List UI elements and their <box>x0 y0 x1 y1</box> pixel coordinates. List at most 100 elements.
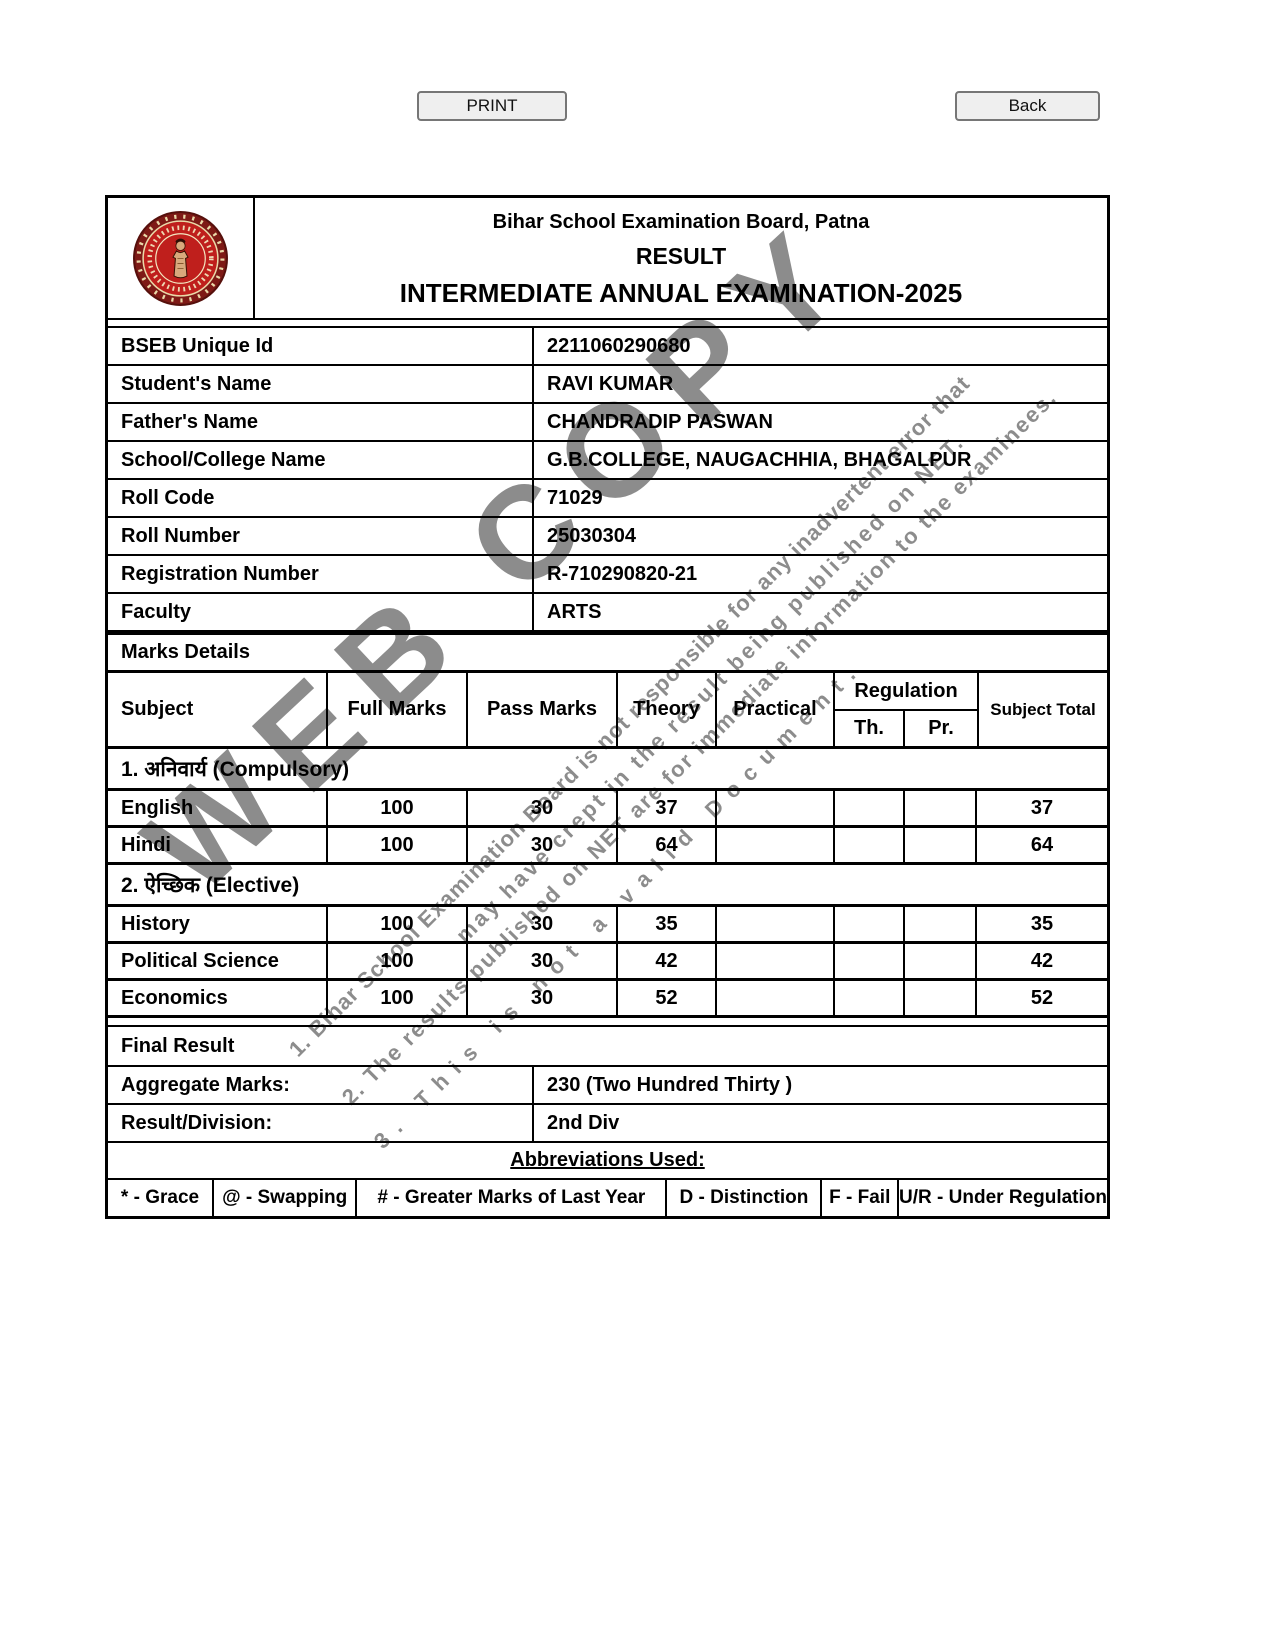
subject-total-cell: 37 <box>975 791 1107 825</box>
marks-row: Economics 100 30 52 52 <box>108 978 1107 1015</box>
result-label: Aggregate Marks: <box>108 1067 534 1103</box>
col-header-practical: Practical <box>715 673 833 746</box>
info-value: G.B.COLLEGE, NAUGACHHIA, BHAGALPUR <box>547 448 972 471</box>
pass-marks-cell: 30 <box>466 981 616 1015</box>
theory-cell: 42 <box>616 944 715 978</box>
final-result-section: Aggregate Marks: 230 (Two Hundred Thirty … <box>108 1065 1107 1141</box>
pass-marks-cell: 30 <box>466 907 616 941</box>
reg-pr-cell <box>903 791 975 825</box>
full-marks-cell: 100 <box>326 944 466 978</box>
document-title-block: Bihar School Examination Board, Patna RE… <box>255 198 1107 318</box>
abbreviation-item: * - Grace <box>120 1187 200 1208</box>
col-header-reg-th: Th. <box>835 711 905 746</box>
info-label: Faculty <box>108 594 534 630</box>
reg-pr-cell <box>903 981 975 1015</box>
reg-th-cell <box>833 944 903 978</box>
info-label: Registration Number <box>108 556 534 592</box>
exam-title: INTERMEDIATE ANNUAL EXAMINATION-2025 <box>399 278 963 308</box>
pass-marks-cell: 30 <box>466 944 616 978</box>
subject-total-cell: 42 <box>975 944 1107 978</box>
info-value: 71029 <box>547 486 603 509</box>
pass-marks-cell: 30 <box>466 791 616 825</box>
col-header-regulation: Regulation <box>835 673 977 711</box>
info-label: Student's Name <box>108 366 534 402</box>
reg-th-cell <box>833 828 903 862</box>
marks-row: Political Science 100 30 42 42 <box>108 941 1107 978</box>
spacer-row <box>108 1015 1107 1025</box>
info-value: 2211060290680 <box>547 334 691 357</box>
info-row: Faculty ARTS <box>108 592 1107 630</box>
col-header-regulation-group: Regulation Th. Pr. <box>833 673 977 746</box>
bseb-seal-icon <box>133 210 228 306</box>
info-label: BSEB Unique Id <box>108 328 534 364</box>
col-header-pass-marks: Pass Marks <box>466 673 616 746</box>
info-label: Roll Number <box>108 518 534 554</box>
pass-marks-cell: 30 <box>466 828 616 862</box>
reg-th-cell <box>833 791 903 825</box>
info-value: ARTS <box>547 600 602 623</box>
marks-row: English 100 30 37 37 <box>108 788 1107 825</box>
result-value: 230 (Two Hundred Thirty ) <box>547 1073 793 1096</box>
abbreviation-item: @ - Swapping <box>212 1180 355 1216</box>
subject-cell: English <box>121 796 194 819</box>
subject-cell: Hindi <box>121 833 171 856</box>
result-value: 2nd Div <box>547 1111 620 1134</box>
student-info-section: BSEB Unique Id 2211060290680 Student's Nam… <box>108 326 1107 630</box>
abbreviations-heading: Abbreviations Used: <box>108 1141 1107 1178</box>
theory-cell: 35 <box>616 907 715 941</box>
marks-row: History 100 30 35 35 <box>108 904 1107 941</box>
col-header-reg-pr: Pr. <box>928 717 954 739</box>
col-header-subject-total: Subject Total <box>977 673 1107 746</box>
abbreviations-row: * - Grace @ - Swapping # - Greater Marks o… <box>108 1178 1107 1216</box>
abbreviation-item: # - Greater Marks of Last Year <box>355 1180 665 1216</box>
info-value: 25030304 <box>547 524 636 547</box>
result-label: Result/Division: <box>108 1105 534 1141</box>
print-button[interactable]: PRINT <box>417 91 567 121</box>
practical-cell <box>715 907 833 941</box>
subject-total-cell: 35 <box>975 907 1107 941</box>
info-row: Registration Number R-710290820-21 <box>108 554 1107 592</box>
subject-cell: Economics <box>121 986 228 1009</box>
marks-table-header: Subject Full Marks Pass Marks Theory Pra… <box>108 670 1107 746</box>
abbreviation-item: D - Distinction <box>665 1180 820 1216</box>
marks-details-heading: Marks Details <box>108 630 1107 670</box>
subject-total-cell: 64 <box>975 828 1107 862</box>
col-header-subject: Subject <box>121 698 194 720</box>
marks-table-body: 1. अनिवार्य (Compulsory) English 100 30 37 37… <box>108 746 1107 1015</box>
marks-group-title: 2. ऐच्छिक (Elective) <box>108 862 1107 904</box>
info-row: Student's Name RAVI KUMAR <box>108 364 1107 402</box>
info-row: Roll Code 71029 <box>108 478 1107 516</box>
info-row: Father's Name CHANDRADIP PASWAN <box>108 402 1107 440</box>
theory-cell: 64 <box>616 828 715 862</box>
info-value: R-710290820-21 <box>547 562 698 585</box>
result-document: Bihar School Examination Board, Patna RE… <box>105 195 1110 1219</box>
marks-group-title: 1. अनिवार्य (Compulsory) <box>108 746 1107 788</box>
info-label: Roll Code <box>108 480 534 516</box>
theory-cell: 37 <box>616 791 715 825</box>
theory-cell: 52 <box>616 981 715 1015</box>
final-result-heading: Final Result <box>108 1025 1107 1065</box>
subject-cell: History <box>121 912 190 935</box>
marks-row: Hindi 100 30 64 64 <box>108 825 1107 862</box>
board-name: Bihar School Examination Board, Patna <box>492 211 870 233</box>
full-marks-cell: 100 <box>326 981 466 1015</box>
col-header-theory: Theory <box>616 673 715 746</box>
info-label: School/College Name <box>108 442 534 478</box>
info-label: Father's Name <box>108 404 534 440</box>
result-row: Result/Division: 2nd Div <box>108 1103 1107 1141</box>
spacer-row <box>108 318 1107 326</box>
col-header-full-marks: Full Marks <box>326 673 466 746</box>
practical-cell <box>715 981 833 1015</box>
logo-cell <box>108 198 255 318</box>
back-button[interactable]: Back <box>955 91 1100 121</box>
reg-pr-cell <box>903 907 975 941</box>
abbreviation-item: F - Fail <box>820 1180 897 1216</box>
info-value: CHANDRADIP PASWAN <box>547 410 773 433</box>
reg-th-cell <box>833 981 903 1015</box>
info-value: RAVI KUMAR <box>547 372 674 395</box>
full-marks-cell: 100 <box>326 828 466 862</box>
practical-cell <box>715 828 833 862</box>
practical-cell <box>715 944 833 978</box>
document-header: Bihar School Examination Board, Patna RE… <box>108 198 1107 318</box>
reg-pr-cell <box>903 944 975 978</box>
